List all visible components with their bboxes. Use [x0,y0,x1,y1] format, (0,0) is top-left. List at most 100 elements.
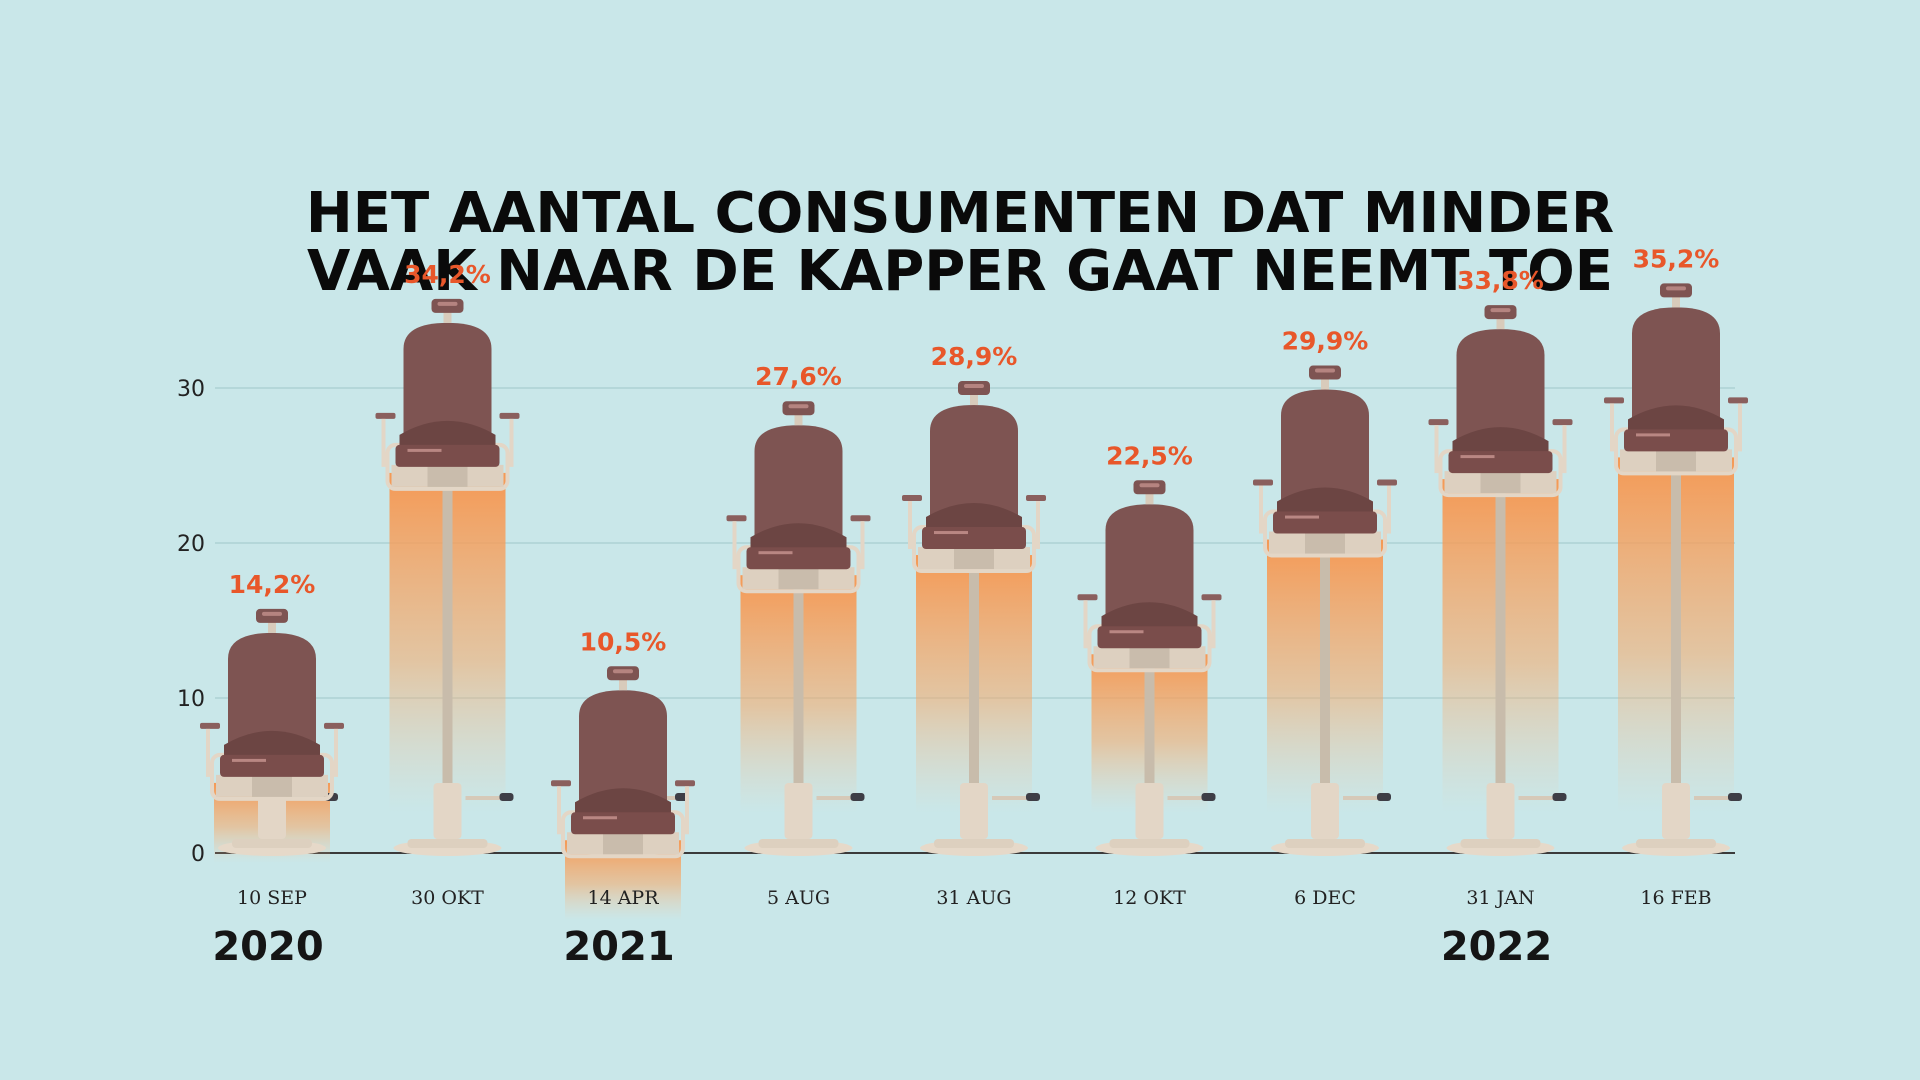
chair-bar: 34,2% [375,260,520,856]
chair-base-plate [407,839,488,848]
chair-bar: 27,6% [726,362,871,856]
data-label: 28,9% [931,342,1018,371]
chair-backrest [579,690,667,807]
chair-seat-base-shade [1480,471,1521,494]
x-tick-label: 31 JAN [1466,887,1534,909]
chart-title-line-2: VAAK NAAR DE KAPPER GAAT NEEMT TOE [307,239,1613,304]
chair-armrest-left [551,780,571,787]
chair-pedal [1201,793,1216,801]
chair-headrest-highlight [1490,308,1511,313]
chair-arm-post-left [206,728,210,777]
y-tick-label: 30 [177,377,205,402]
chair-headrest-post [794,413,803,426]
chair-arm-post-right [1738,403,1742,452]
chair-backrest [930,405,1018,522]
chair-pump [784,783,813,839]
chair-bar: 33,8% [1428,266,1573,856]
chair-armrest-right [1552,419,1573,426]
chair-base-plate [1109,839,1190,848]
chair-seat-highlight [232,758,266,762]
chair-pump [1311,783,1339,839]
chair-seat-front [746,547,851,570]
chair-headrest-highlight [262,611,282,616]
chair-arm-post-left [908,501,912,550]
chair-headrest-post [619,678,627,691]
chair-pedal [1377,793,1391,801]
chair-pump [960,783,988,839]
chair-pole [1671,469,1681,839]
chair-armrest-right [850,515,871,522]
chair-seat-base-shade [603,832,643,855]
x-tick-label: 14 APR [587,887,659,909]
chair-seat-cushion [1101,602,1198,631]
chair-pedal-arm [465,796,502,800]
chair-headrest-highlight [1139,483,1160,488]
chair-seat-front [220,754,324,777]
chair-seat-cushion [224,730,320,759]
chair-seat-cushion [750,523,847,552]
chair-seat-front [395,444,500,467]
chair-pedal-arm [816,796,853,800]
chair-headrest-post [443,310,452,323]
chair-seat-front [1624,429,1728,452]
chair-backrest [403,322,492,439]
chair-pedal [850,793,865,801]
chair-bar: 22,5% [1077,441,1222,856]
chair-seat-highlight [1285,515,1319,519]
chair-headrest-highlight [1315,368,1335,373]
chair-seat-cushion [926,503,1022,532]
chair-arm-post-right [1562,425,1567,474]
chair-arm-post-right [860,521,865,570]
chair-pump [1662,783,1690,839]
chair-headrest-highlight [788,404,809,409]
chart-title-line-1: HET AANTAL CONSUMENTEN DAT MINDER [306,181,1614,246]
chair-backrest [1456,329,1545,446]
data-label: 35,2% [1633,244,1720,273]
chair-pole [1144,666,1155,839]
chair-pedal [1552,793,1567,801]
chair-seat-highlight [1109,630,1144,634]
year-label: 2022 [1441,924,1552,970]
chair-headrest-post [1496,317,1505,330]
chair-pedal [1026,793,1040,801]
chair-seat-front [1097,626,1202,649]
chair-armrest-right [1201,594,1222,601]
chair-headrest-highlight [613,669,633,674]
chair-arm-post-left [1259,485,1263,534]
chair-seat-front [922,527,1026,550]
data-label: 22,5% [1106,441,1193,470]
chair-headrest-post [970,393,978,406]
chair-base-plate [1460,839,1541,848]
y-tick-label: 20 [177,532,205,557]
chair-arm-post-right [1211,600,1216,649]
chair-armrest-right [1377,479,1397,486]
chair-bar: 28,9% [902,342,1046,856]
chair-seat-front [571,812,675,835]
x-tick-label: 10 SEP [237,887,307,909]
chair-pole [1495,491,1506,839]
data-label: 33,8% [1457,266,1544,295]
chair-armrest-left [375,412,396,419]
chair-arm-post-left [381,418,386,467]
x-tick-label: 12 OKT [1113,887,1186,909]
chair-bar: 14,2% [200,570,344,863]
chair-seat-base-shade [1305,531,1345,554]
x-tick-label: 31 AUG [936,887,1011,909]
chair-seat-base-shade [778,567,819,590]
chair-bar: 10,5% [551,627,695,921]
chair-arm-post-right [1387,485,1391,534]
chair-pedal-arm [1343,796,1379,800]
chair-arm-post-left [1434,425,1439,474]
chair-armrest-left [1428,419,1449,426]
chair-armrest-left [200,722,220,729]
data-label: 10,5% [580,627,667,656]
chair-arm-post-right [334,728,338,777]
chair-backrest [1105,504,1194,621]
data-label: 29,9% [1282,327,1369,356]
chart-title: HET AANTAL CONSUMENTEN DAT MINDER VAAK N… [306,181,1614,304]
chair-base-plate [758,839,839,848]
chair-seat-highlight [1636,433,1670,437]
chair-arm-post-right [1036,501,1040,550]
chair-seat-front [1448,451,1553,474]
chair-armrest-left [1077,594,1098,601]
